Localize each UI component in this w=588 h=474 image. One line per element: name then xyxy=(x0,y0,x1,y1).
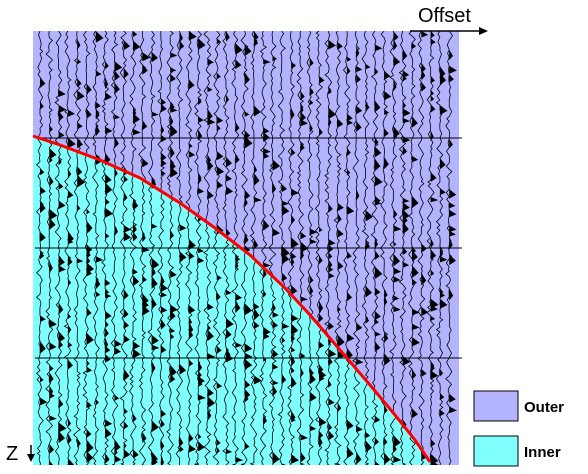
seismic-trace xyxy=(203,31,212,465)
seismic-trace xyxy=(92,31,100,465)
seismic-trace xyxy=(119,31,128,465)
seismic-trace xyxy=(417,31,426,465)
seismic-trace xyxy=(231,31,240,465)
seismic-trace xyxy=(63,31,72,465)
seismic-trace xyxy=(147,31,156,465)
offset-axis-label: Offset xyxy=(418,5,471,27)
trace-peak-fill xyxy=(160,98,168,465)
trace-peak-fill xyxy=(216,38,225,454)
seismic-trace xyxy=(314,31,324,465)
trace-peak-fill xyxy=(272,55,281,465)
trace-peak-fill xyxy=(291,61,300,464)
seismic-trace xyxy=(212,31,221,465)
inner-region xyxy=(33,136,432,465)
trace-peak-fill xyxy=(133,31,141,459)
trace-peak-fill xyxy=(309,57,318,432)
seismic-trace xyxy=(156,31,165,465)
trace-peak-fill xyxy=(319,75,327,448)
seismic-trace xyxy=(175,31,184,465)
seismic-trace xyxy=(82,31,91,465)
trace-peak-fill xyxy=(244,44,253,450)
trace-peak-fill xyxy=(253,31,262,385)
legend-swatch-outer xyxy=(473,390,519,422)
legend-label-outer: Outer xyxy=(524,399,564,416)
trace-peak-fill xyxy=(384,70,392,465)
seismic-trace xyxy=(306,31,314,465)
trace-peak-fill xyxy=(170,52,178,383)
seismic-trace xyxy=(370,31,379,465)
trace-peak-fill xyxy=(449,49,457,414)
trace-peak-fill xyxy=(188,31,197,453)
z-axis-label: Z xyxy=(6,443,18,465)
seismic-trace xyxy=(342,31,351,465)
trace-peak-fill xyxy=(95,31,104,406)
legend-swatch-inner xyxy=(473,435,519,467)
seismic-trace xyxy=(184,31,193,465)
trace-peak-fill xyxy=(123,40,131,459)
seismic-trace xyxy=(277,31,286,465)
trace-peak-fill xyxy=(421,31,429,461)
seismic-trace xyxy=(166,31,175,465)
legend-label-inner: Inner xyxy=(524,444,561,461)
legend: Outer Inner xyxy=(473,390,564,467)
trace-peak-fill xyxy=(365,63,373,453)
trace-peak-fill xyxy=(356,45,364,465)
trace-peak-fill xyxy=(86,83,95,463)
seismic-trace xyxy=(138,31,147,465)
trace-peak-fill xyxy=(49,125,58,465)
seismic-trace xyxy=(101,31,110,465)
trace-peak-fill xyxy=(77,38,85,448)
boundary-curve xyxy=(32,134,432,463)
trace-peak-fill xyxy=(67,109,76,465)
offset-axis-arrowhead xyxy=(479,27,488,35)
trace-peak-fill xyxy=(58,89,67,444)
seismic-trace xyxy=(110,31,119,465)
seismic-trace xyxy=(54,31,63,465)
trace-peak-fill xyxy=(374,44,383,465)
seismic-trace xyxy=(259,31,268,465)
trace-peak-fill xyxy=(281,184,290,385)
trace-peak-fill xyxy=(263,58,271,426)
seismic-trace xyxy=(408,31,416,465)
trace-peak-fill xyxy=(412,42,420,419)
seismic-trace xyxy=(222,31,230,465)
seismic-trace xyxy=(287,31,296,465)
z-axis-arrowhead xyxy=(27,454,35,462)
trace-peak-fill xyxy=(179,31,187,453)
trace-peak-fill xyxy=(198,38,206,465)
seismic-trace xyxy=(73,31,82,465)
seismic-trace xyxy=(333,31,342,465)
trace-peak-fill xyxy=(151,51,160,465)
seismic-trace xyxy=(380,31,389,465)
